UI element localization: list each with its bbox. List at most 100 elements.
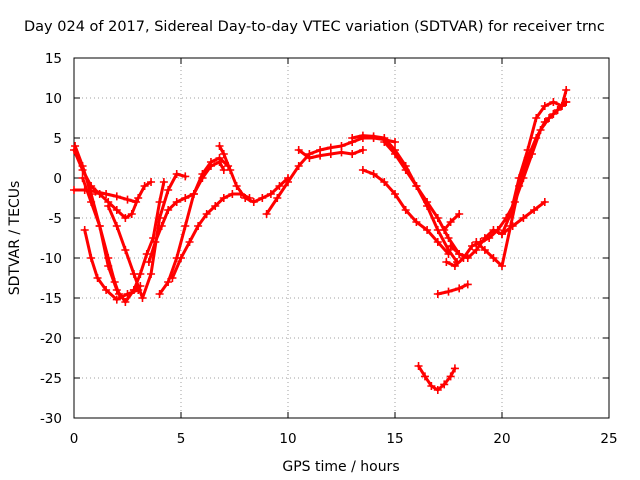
plus-marker [433, 290, 442, 298]
plus-marker [450, 262, 459, 270]
plus-marker [206, 158, 215, 166]
series-arc-2 [70, 146, 156, 222]
plus-marker [155, 290, 164, 298]
plus-marker [433, 214, 442, 222]
plus-marker [498, 262, 506, 270]
plus-marker [489, 254, 498, 262]
chart-title: Day 024 of 2017, Sidereal Day-to-day VTE… [24, 19, 605, 35]
plus-marker [123, 290, 132, 298]
series-arc-9 [155, 154, 233, 298]
plus-marker [95, 190, 104, 198]
plus-marker [215, 154, 224, 162]
plus-marker [127, 210, 136, 218]
plus-marker [549, 98, 558, 106]
y-tick-label: -25 [40, 371, 62, 387]
plus-marker [348, 134, 357, 142]
plus-marker [159, 178, 168, 186]
plus-marker [523, 154, 532, 162]
plus-marker [316, 151, 325, 160]
plus-marker [412, 182, 421, 190]
plus-marker [95, 222, 104, 230]
plus-marker [489, 226, 498, 234]
series-arc-23 [414, 362, 459, 394]
y-axis-label: SDTVAR / TECUs [7, 181, 23, 296]
x-tick-label: 15 [386, 431, 403, 447]
plus-marker [358, 131, 367, 140]
plus-marker [241, 194, 250, 202]
plus-marker [215, 142, 224, 150]
series-arc-14 [348, 131, 462, 266]
plus-marker [112, 295, 121, 304]
plus-marker [480, 234, 489, 242]
plus-marker [93, 274, 102, 282]
y-tick-label: 15 [45, 51, 62, 67]
plus-marker [219, 150, 228, 158]
plus-marker [134, 194, 143, 202]
series-trace [170, 192, 251, 280]
plus-marker [198, 170, 207, 178]
plus-marker [110, 278, 119, 286]
plus-marker [202, 210, 211, 218]
plus-marker [412, 218, 421, 226]
y-tick-label: -30 [40, 411, 62, 427]
plus-marker [420, 372, 429, 381]
y-tick-label: -15 [40, 291, 62, 307]
plus-marker [164, 186, 173, 194]
plus-marker [562, 86, 571, 94]
plus-marker [121, 298, 130, 306]
plus-marker [530, 206, 539, 214]
plus-marker [305, 154, 314, 162]
plus-marker [391, 190, 399, 198]
plus-marker [136, 270, 145, 278]
plus-marker [262, 210, 271, 218]
plus-marker [455, 250, 464, 258]
series-arc-4 [78, 174, 123, 298]
plus-marker [185, 238, 194, 246]
plus-marker [157, 222, 166, 230]
plus-marker [181, 194, 190, 202]
plus-marker [427, 382, 436, 390]
plus-marker [515, 182, 524, 190]
plus-marker [181, 222, 190, 230]
plus-marker [369, 170, 378, 178]
plus-marker [540, 118, 549, 126]
series-trace [436, 282, 470, 296]
series-arc-16 [358, 166, 453, 258]
plus-marker [442, 258, 451, 266]
x-tick-label: 10 [279, 431, 296, 447]
plus-marker [433, 386, 442, 394]
x-axis-label: GPS time / hours [282, 459, 399, 475]
plus-marker [155, 198, 164, 206]
plus-marker [549, 110, 558, 118]
plus-marker [164, 278, 173, 286]
series-arc-6 [104, 170, 190, 302]
plus-marker [78, 162, 87, 170]
plus-marker [519, 214, 528, 222]
plus-marker [189, 190, 198, 198]
x-tick-label: 0 [70, 431, 79, 447]
series-arc-3 [71, 142, 145, 306]
plus-marker [151, 238, 160, 246]
series-arc-1 [70, 186, 141, 206]
y-tick-label: 10 [45, 91, 62, 107]
plus-marker [468, 242, 477, 250]
plus-marker [273, 194, 282, 202]
plus-marker [532, 114, 541, 122]
series-trace [417, 364, 457, 392]
y-tick-label: -5 [49, 211, 62, 227]
series-arc-21 [440, 210, 464, 234]
plus-marker [380, 138, 389, 146]
y-tick-labels: -30 -25 -20 -15 -10 -5 0 5 10 15 [40, 51, 62, 427]
plus-marker [444, 287, 453, 296]
plus-marker [177, 254, 185, 262]
plus-marker [440, 226, 449, 234]
plus-marker [358, 146, 367, 154]
plus-marker [463, 280, 472, 289]
plus-marker [472, 238, 481, 246]
series-trace [106, 172, 187, 300]
x-tick-label: 25 [600, 431, 617, 447]
plus-marker [337, 148, 346, 157]
plus-marker [294, 146, 303, 154]
plus-marker [326, 150, 335, 158]
